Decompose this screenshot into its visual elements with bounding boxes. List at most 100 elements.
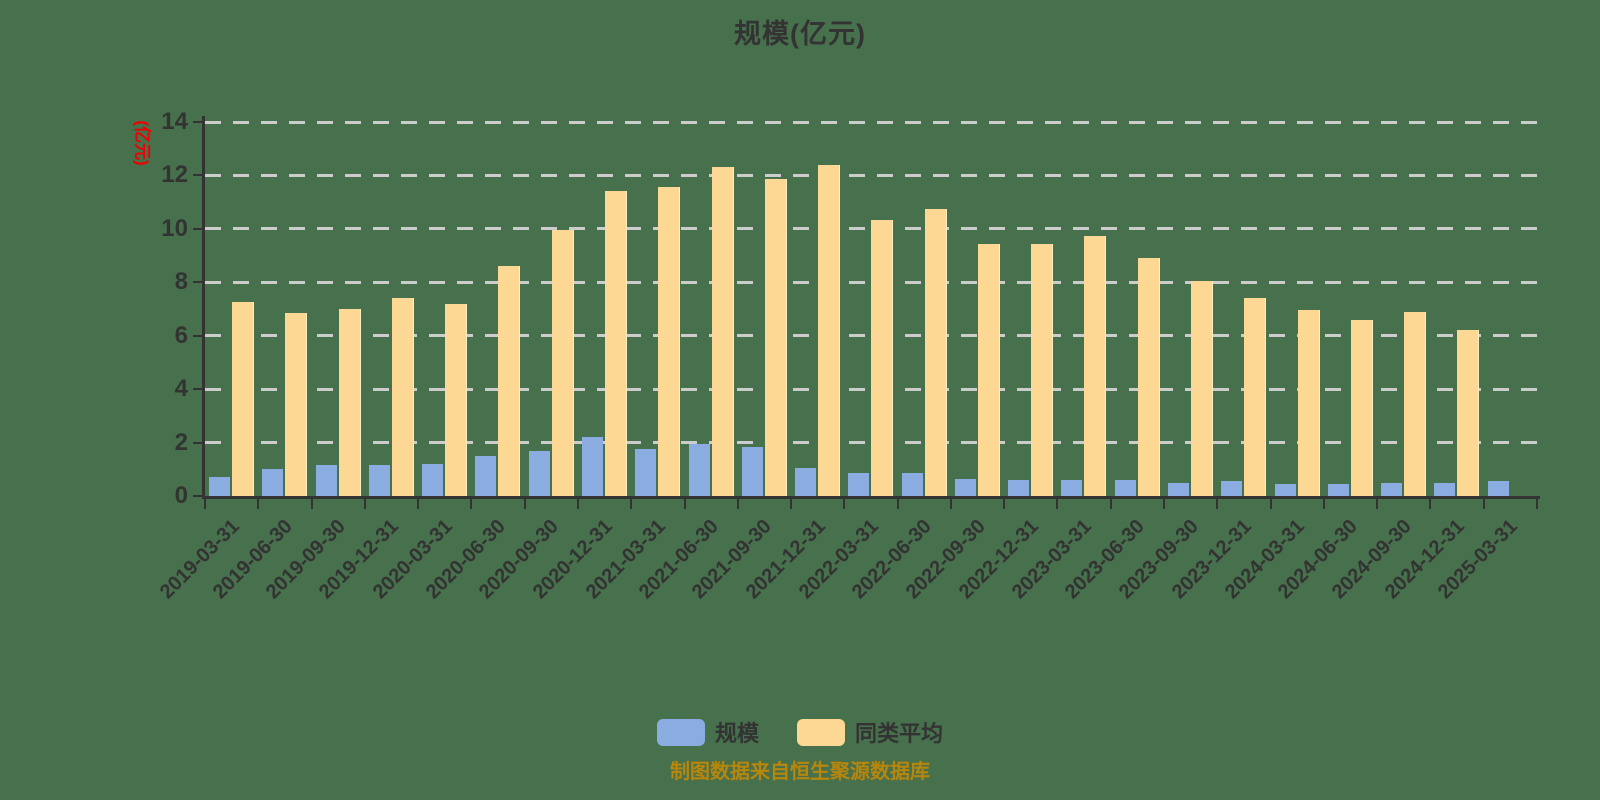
x-axis-tick-15 <box>1003 499 1006 509</box>
bar-peer-average-2020-12-31[interactable] <box>604 191 626 496</box>
legend-item-scale[interactable]: 规模 <box>656 716 759 748</box>
y-axis-tick-label-2: 2 <box>174 428 188 456</box>
y-axis-tick-label-0: 0 <box>174 482 188 509</box>
bar-scale-2024-06-30[interactable] <box>1327 483 1349 496</box>
legend-swatch-scale <box>656 718 705 746</box>
bar-peer-average-2023-06-30[interactable] <box>1137 258 1159 496</box>
x-axis-tick-17 <box>1109 499 1112 509</box>
bar-peer-average-2021-09-30[interactable] <box>764 179 786 496</box>
y-axis-tick-6 <box>193 334 202 337</box>
bar-peer-average-2022-06-30[interactable] <box>924 208 946 496</box>
x-axis-tick-18 <box>1163 499 1166 509</box>
gridline-y-4 <box>205 387 1537 391</box>
bar-scale-2023-06-30[interactable] <box>1114 479 1136 496</box>
chart-title: 规模(亿元) <box>734 19 866 49</box>
bar-scale-2021-12-31[interactable] <box>795 467 817 496</box>
bar-scale-2019-03-31[interactable] <box>209 477 230 496</box>
bar-scale-2019-12-31[interactable] <box>368 465 390 496</box>
x-axis-tick-16 <box>1056 499 1059 509</box>
gridline-y-10 <box>205 227 1537 231</box>
x-axis-tick-24 <box>1482 499 1485 509</box>
x-axis-tick-6 <box>523 499 526 509</box>
bar-scale-2020-09-30[interactable] <box>528 450 550 496</box>
bar-peer-average-2023-03-31[interactable] <box>1084 235 1106 496</box>
bar-peer-average-2024-12-31[interactable] <box>1457 330 1479 496</box>
y-axis-tick-label-4: 4 <box>174 375 188 403</box>
bar-peer-average-2019-09-30[interactable] <box>338 309 360 496</box>
y-axis-line <box>202 116 205 499</box>
x-axis-tick-3 <box>363 499 366 509</box>
gridline-y-2 <box>205 441 1537 445</box>
x-axis-tick-1 <box>257 499 260 509</box>
data-source-caption: 制图数据来自恒生聚源数据库 <box>670 761 930 783</box>
x-axis-tick-8 <box>630 499 633 509</box>
x-axis-tick-13 <box>896 499 899 509</box>
bar-scale-2022-06-30[interactable] <box>901 473 923 496</box>
x-axis-tick-10 <box>736 499 739 509</box>
x-axis-tick-11 <box>790 499 793 509</box>
bar-scale-2025-03-31[interactable] <box>1487 481 1509 496</box>
bar-peer-average-2020-06-30[interactable] <box>498 266 520 496</box>
y-axis-tick-2 <box>193 441 202 444</box>
bar-peer-average-2021-06-30[interactable] <box>711 167 733 496</box>
y-axis-tick-8 <box>193 281 202 284</box>
bar-scale-2021-03-31[interactable] <box>635 449 657 496</box>
bar-peer-average-2022-12-31[interactable] <box>1031 243 1053 496</box>
bar-peer-average-2024-03-31[interactable] <box>1297 310 1319 496</box>
bar-peer-average-2019-03-31[interactable] <box>232 302 253 496</box>
bar-peer-average-2019-06-30[interactable] <box>285 313 307 496</box>
y-axis-tick-label-10: 10 <box>161 214 188 242</box>
gridline-y-6 <box>205 334 1537 338</box>
gridline-y-14 <box>205 120 1537 124</box>
bar-scale-2020-06-30[interactable] <box>475 455 497 496</box>
bar-peer-average-2020-03-31[interactable] <box>445 303 467 496</box>
bar-peer-average-2023-09-30[interactable] <box>1191 280 1213 496</box>
legend-item-peer-average[interactable]: 同类平均 <box>797 716 943 748</box>
x-axis-tick-14 <box>949 499 952 509</box>
bar-peer-average-2023-12-31[interactable] <box>1244 298 1266 496</box>
y-axis-tick-4 <box>193 388 202 391</box>
x-axis-tick-25 <box>1536 499 1538 509</box>
bar-peer-average-2022-03-31[interactable] <box>871 219 893 496</box>
bar-scale-2019-06-30[interactable] <box>262 469 284 496</box>
x-axis-tick-5 <box>470 499 473 509</box>
gridline-y-8 <box>205 280 1537 284</box>
legend-swatch-peer-average <box>797 718 845 746</box>
bar-scale-2022-09-30[interactable] <box>954 478 976 496</box>
bar-peer-average-2019-12-31[interactable] <box>391 298 413 496</box>
bar-scale-2023-09-30[interactable] <box>1168 482 1190 496</box>
bar-peer-average-2024-09-30[interactable] <box>1404 311 1426 496</box>
bar-scale-2020-03-31[interactable] <box>422 463 444 496</box>
bar-peer-average-2024-06-30[interactable] <box>1350 319 1372 496</box>
x-axis-tick-0 <box>204 499 206 509</box>
bar-scale-2022-03-31[interactable] <box>848 473 870 496</box>
bar-peer-average-2020-09-30[interactable] <box>551 230 573 496</box>
bar-scale-2022-12-31[interactable] <box>1008 479 1030 496</box>
x-axis-tick-20 <box>1269 499 1272 509</box>
x-axis-tick-7 <box>576 499 579 509</box>
bar-peer-average-2021-12-31[interactable] <box>818 164 840 496</box>
x-axis-tick-4 <box>417 499 420 509</box>
bar-scale-2024-12-31[interactable] <box>1434 482 1456 496</box>
x-axis-tick-23 <box>1429 499 1432 509</box>
legend-label-scale: 规模 <box>714 721 759 746</box>
y-axis-tick-label-14: 14 <box>161 108 188 135</box>
x-axis-tick-21 <box>1322 499 1325 509</box>
bar-scale-2023-12-31[interactable] <box>1221 481 1243 496</box>
bar-scale-2021-06-30[interactable] <box>688 443 710 496</box>
bar-scale-2020-12-31[interactable] <box>581 437 603 496</box>
bar-scale-2019-09-30[interactable] <box>315 465 337 496</box>
x-axis-tick-19 <box>1216 499 1219 509</box>
y-axis-tick-0 <box>193 495 202 497</box>
y-axis-tick-10 <box>193 227 202 230</box>
y-axis-tick-12 <box>193 174 202 177</box>
bar-scale-2021-09-30[interactable] <box>741 446 763 496</box>
bar-scale-2024-03-31[interactable] <box>1274 483 1296 496</box>
bar-scale-2024-09-30[interactable] <box>1381 482 1403 496</box>
bar-scale-2023-03-31[interactable] <box>1061 479 1083 496</box>
plot-area: 0 2 4 6 8 10 12 14 2019-03-31 2019-06-30 2019-09-3… <box>155 109 1540 603</box>
bar-peer-average-2022-09-30[interactable] <box>977 243 999 496</box>
bar-peer-average-2021-03-31[interactable] <box>658 187 680 496</box>
gridline-y-12 <box>205 173 1537 177</box>
